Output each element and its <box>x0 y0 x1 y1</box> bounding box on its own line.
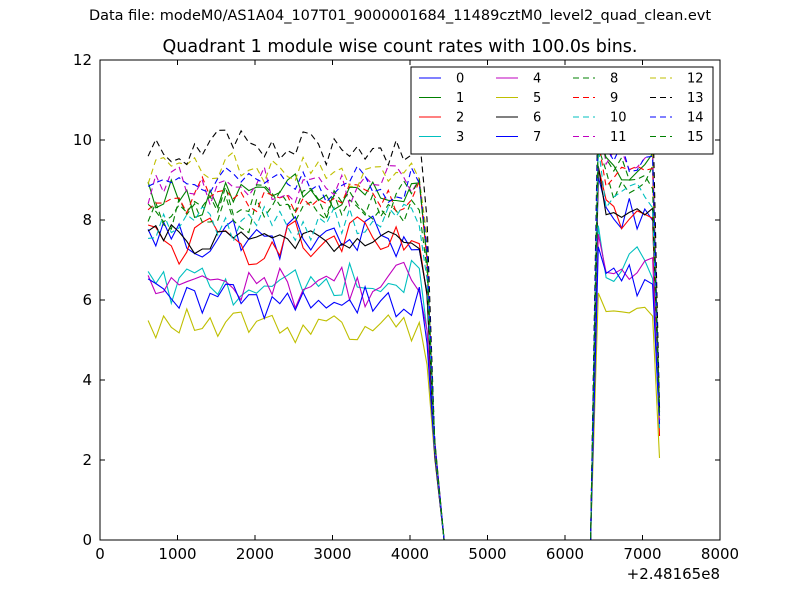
series-line-3 <box>147 225 661 540</box>
series-line-14 <box>147 103 661 540</box>
legend-label-10: 10 <box>610 111 627 126</box>
legend-label-8: 8 <box>610 72 618 87</box>
x-tick-label: 8000 <box>701 545 739 563</box>
legend-label-0: 0 <box>456 72 464 87</box>
legend-label-2: 2 <box>456 111 464 126</box>
series-line-1 <box>147 134 661 540</box>
y-tick-label: 12 <box>73 51 92 69</box>
series-line-4 <box>147 233 661 540</box>
x-tick-label: 6000 <box>546 545 584 563</box>
x-offset-label: +2.48165e8 <box>627 565 720 583</box>
y-tick-label: 10 <box>73 131 92 149</box>
legend-label-15: 15 <box>687 130 704 145</box>
legend-label-11: 11 <box>610 130 627 145</box>
y-tick-label: 0 <box>82 531 92 549</box>
axis-ticks: 0 1000 2000 3000 4000 5000 6000 7000 80000246810… <box>73 51 739 583</box>
x-tick-label: 7000 <box>623 545 661 563</box>
x-tick-label: 0 <box>95 545 105 563</box>
figure-suptitle: Data file: modeM0/AS1A04_107T01_90000016… <box>88 8 712 24</box>
y-tick-label: 2 <box>82 451 92 469</box>
series-line-7 <box>147 246 661 540</box>
legend-label-6: 6 <box>533 111 541 126</box>
series-line-15 <box>147 130 661 540</box>
legend-label-5: 5 <box>533 91 541 106</box>
series-line-13 <box>147 83 661 540</box>
y-tick-label: 6 <box>82 291 92 309</box>
legend-box <box>410 66 714 155</box>
legend-label-14: 14 <box>687 111 704 126</box>
series-line-2 <box>147 166 661 540</box>
series-line-10 <box>148 146 661 540</box>
legend-label-4: 4 <box>533 72 541 87</box>
series-line-6 <box>147 166 661 540</box>
legend-label-13: 13 <box>687 91 704 106</box>
legend-label-12: 12 <box>687 72 704 87</box>
y-tick-label: 4 <box>82 371 92 389</box>
x-tick-label: 3000 <box>313 545 351 563</box>
series-line-12 <box>147 101 661 540</box>
chart-title: Quadrant 1 module wise count rates with … <box>162 37 638 57</box>
legend-label-9: 9 <box>610 91 618 106</box>
series-line-5 <box>147 292 661 540</box>
legend-label-3: 3 <box>456 130 464 145</box>
legend-label-1: 1 <box>456 91 464 106</box>
x-tick-label: 5000 <box>468 545 506 563</box>
y-tick-label: 8 <box>82 211 92 229</box>
legend-label-7: 7 <box>533 130 541 145</box>
x-tick-label: 2000 <box>236 545 274 563</box>
series-line-11 <box>147 112 661 540</box>
x-tick-label: 4000 <box>391 545 429 563</box>
series-line-8 <box>147 147 661 540</box>
x-tick-label: 1000 <box>158 545 196 563</box>
